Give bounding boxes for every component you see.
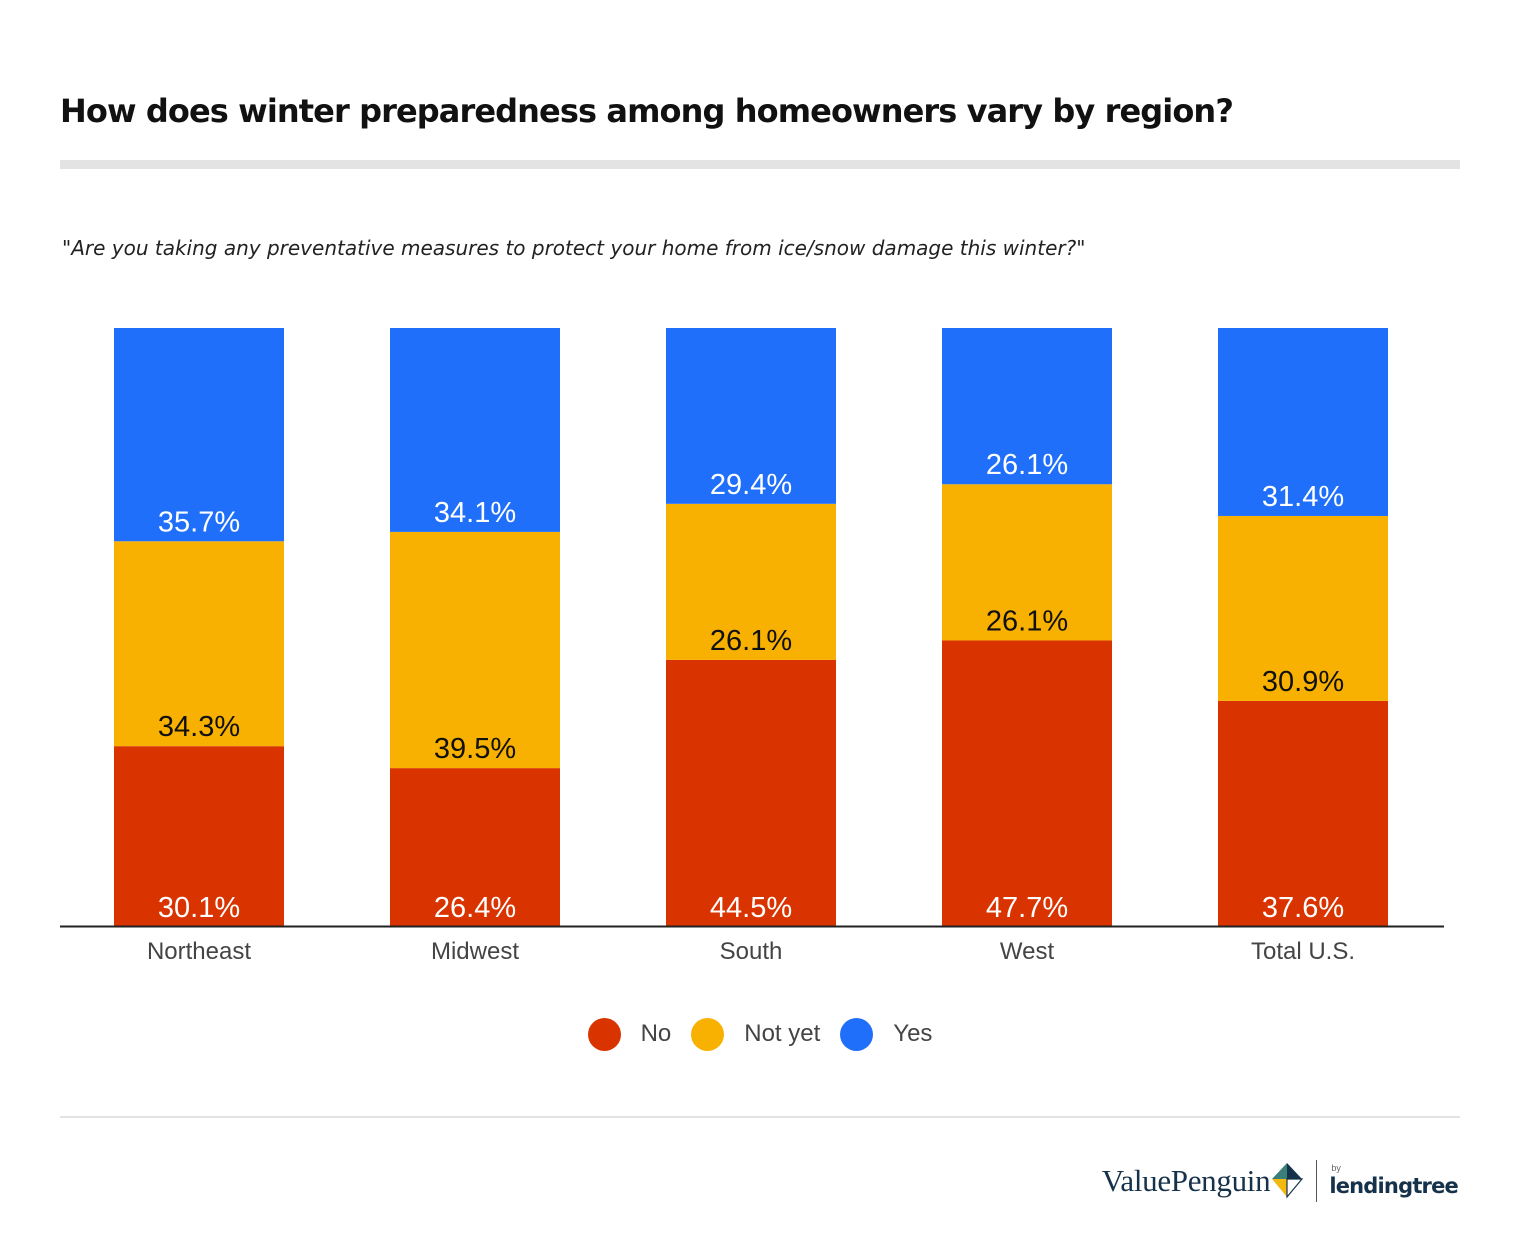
x-tick-label-midwest: Midwest bbox=[431, 938, 519, 965]
legend-label-not-yet: Not yet bbox=[744, 1020, 821, 1047]
bar-west-not-yet bbox=[942, 484, 1112, 641]
penguin-logo-icon bbox=[1272, 1163, 1304, 1199]
bar-northeast-not-yet bbox=[114, 541, 284, 747]
legend-label-yes: Yes bbox=[893, 1020, 933, 1047]
data-label-west-not-yet: 26.1% bbox=[986, 605, 1068, 637]
data-label-south-no: 44.5% bbox=[710, 892, 792, 924]
data-label-total-u-s-yes: 31.4% bbox=[1262, 481, 1344, 513]
x-tick-label-west: West bbox=[1000, 938, 1055, 965]
bar-northeast-yes bbox=[114, 328, 284, 542]
x-tick-label-south: South bbox=[720, 938, 783, 965]
bar-south-no bbox=[666, 659, 836, 926]
lendingtree-logo: by lendingtree bbox=[1329, 1163, 1458, 1199]
legend-item-not-yet: Not yet bbox=[691, 1017, 821, 1051]
bar-northeast-no bbox=[114, 746, 284, 926]
data-label-midwest-yes: 34.1% bbox=[434, 497, 516, 529]
chart-title: How does winter preparedness among homeo… bbox=[60, 92, 1234, 130]
data-label-west-yes: 26.1% bbox=[986, 449, 1068, 481]
bar-midwest-not-yet bbox=[390, 531, 560, 769]
chart-subtitle: "Are you taking any preventative measure… bbox=[62, 236, 1086, 260]
logo-separator bbox=[1316, 1160, 1318, 1202]
bar-total-u-s-not-yet bbox=[1218, 515, 1388, 701]
data-label-midwest-not-yet: 39.5% bbox=[434, 733, 516, 765]
data-label-south-yes: 29.4% bbox=[710, 469, 792, 501]
data-label-west-no: 47.7% bbox=[986, 892, 1068, 924]
title-divider bbox=[60, 160, 1460, 169]
bar-west-no bbox=[942, 640, 1112, 926]
data-label-northeast-no: 30.1% bbox=[158, 892, 240, 924]
data-label-northeast-yes: 35.7% bbox=[158, 506, 240, 538]
chart-legend: No Not yet Yes bbox=[0, 1016, 1520, 1052]
data-label-northeast-not-yet: 34.3% bbox=[158, 711, 240, 743]
x-tick-label-northeast: Northeast bbox=[147, 938, 251, 965]
legend-swatch-yes bbox=[840, 1017, 874, 1051]
legend-swatch-not-yet bbox=[691, 1017, 725, 1051]
bar-total-u-s-yes bbox=[1218, 328, 1388, 516]
lendingtree-by: by bbox=[1331, 1163, 1341, 1173]
legend-item-no: No bbox=[587, 1017, 672, 1051]
brand-name: ValuePenguin bbox=[1101, 1163, 1271, 1198]
legend-swatch-no bbox=[587, 1017, 621, 1051]
lendingtree-name: lendingtree bbox=[1329, 1174, 1458, 1198]
bar-south-yes bbox=[666, 328, 836, 504]
legend-label-no: No bbox=[640, 1020, 672, 1047]
data-label-total-u-s-not-yet: 30.9% bbox=[1262, 666, 1344, 698]
data-label-south-not-yet: 26.1% bbox=[710, 625, 792, 657]
bar-south-not-yet bbox=[666, 503, 836, 660]
bar-midwest-no bbox=[390, 768, 560, 926]
bar-total-u-s-no bbox=[1218, 700, 1388, 926]
bar-west-yes bbox=[942, 328, 1112, 485]
legend-item-yes: Yes bbox=[840, 1017, 933, 1051]
data-label-total-u-s-no: 37.6% bbox=[1262, 892, 1344, 924]
footer-divider bbox=[60, 1116, 1460, 1118]
x-tick-label-total-u-s: Total U.S. bbox=[1251, 938, 1355, 965]
brand-logo: ValuePenguin by lendingtree bbox=[1101, 1156, 1459, 1206]
bar-midwest-yes bbox=[390, 328, 560, 532]
data-label-midwest-no: 26.4% bbox=[434, 892, 516, 924]
